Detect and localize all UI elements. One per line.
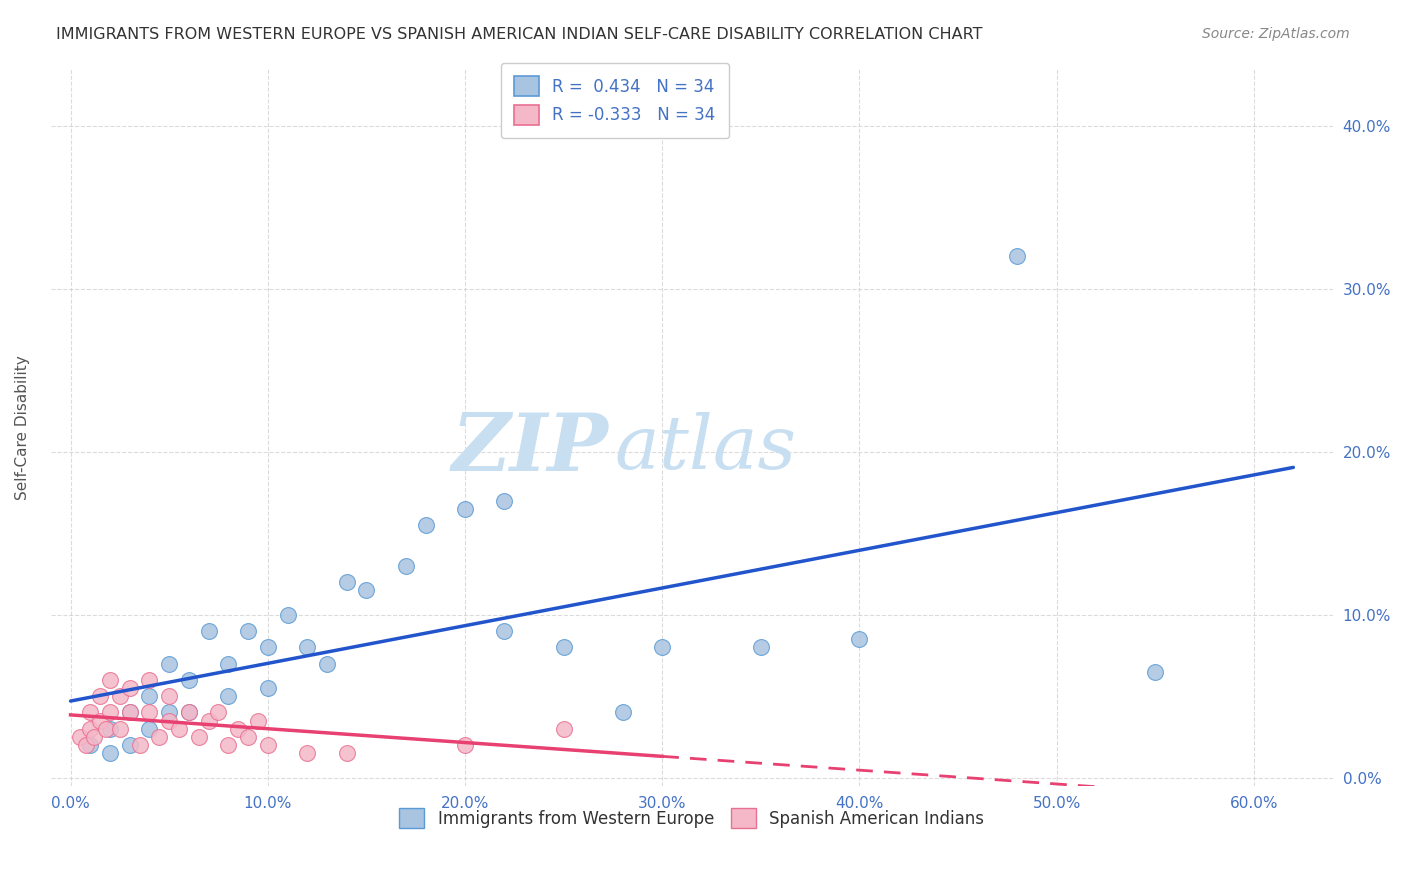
Point [108, 722, 131, 736]
Point [157, 689, 180, 703]
Legend: Immigrants from Western Europe, Spanish American Indians: Immigrants from Western Europe, Spanish … [392, 801, 991, 835]
Point [316, 657, 339, 671]
Point [848, 632, 870, 646]
Point [217, 738, 239, 752]
Point [177, 706, 200, 720]
Point [98, 746, 121, 760]
Point [256, 738, 278, 752]
Point [108, 689, 131, 703]
Point [197, 714, 219, 728]
Point [118, 706, 141, 720]
Text: Source: ZipAtlas.com: Source: ZipAtlas.com [1202, 27, 1350, 41]
Point [276, 607, 298, 622]
Point [118, 681, 141, 695]
Point [454, 738, 477, 752]
Point [79, 706, 101, 720]
Point [395, 558, 418, 573]
Point [128, 738, 150, 752]
Point [217, 689, 239, 703]
Point [226, 722, 249, 736]
Point [157, 714, 180, 728]
Point [89, 714, 111, 728]
Point [749, 640, 772, 655]
Point [89, 689, 111, 703]
Text: IMMIGRANTS FROM WESTERN EUROPE VS SPANISH AMERICAN INDIAN SELF-CARE DISABILITY C: IMMIGRANTS FROM WESTERN EUROPE VS SPANIS… [56, 27, 983, 42]
Point [118, 706, 141, 720]
Point [83, 730, 105, 744]
Point [1005, 249, 1028, 263]
Point [98, 706, 121, 720]
Point [553, 722, 575, 736]
Point [75, 738, 97, 752]
Point [651, 640, 673, 655]
Point [336, 746, 359, 760]
Point [356, 583, 378, 598]
Point [246, 714, 269, 728]
Point [98, 673, 121, 687]
Point [69, 730, 91, 744]
Point [494, 624, 516, 638]
Point [138, 689, 160, 703]
Point [148, 730, 170, 744]
Point [256, 681, 278, 695]
Point [79, 722, 101, 736]
Point [177, 706, 200, 720]
Point [79, 738, 101, 752]
Point [118, 738, 141, 752]
Point [138, 722, 160, 736]
Point [138, 673, 160, 687]
Point [1144, 665, 1167, 679]
Point [98, 722, 121, 736]
Point [297, 746, 319, 760]
Point [177, 673, 200, 687]
Point [454, 501, 477, 516]
Point [217, 657, 239, 671]
Point [197, 624, 219, 638]
Point [207, 706, 229, 720]
Point [187, 730, 209, 744]
Point [157, 657, 180, 671]
Point [256, 640, 278, 655]
Point [236, 730, 259, 744]
Point [612, 706, 634, 720]
Point [494, 493, 516, 508]
Point [415, 518, 437, 533]
Point [157, 706, 180, 720]
Y-axis label: Self-Care Disability: Self-Care Disability [15, 355, 30, 500]
Point [297, 640, 319, 655]
Point [94, 722, 117, 736]
Point [553, 640, 575, 655]
Point [138, 706, 160, 720]
Text: atlas: atlas [614, 412, 797, 485]
Point [167, 722, 190, 736]
Point [236, 624, 259, 638]
Point [336, 574, 359, 589]
Text: ZIP: ZIP [451, 410, 609, 487]
